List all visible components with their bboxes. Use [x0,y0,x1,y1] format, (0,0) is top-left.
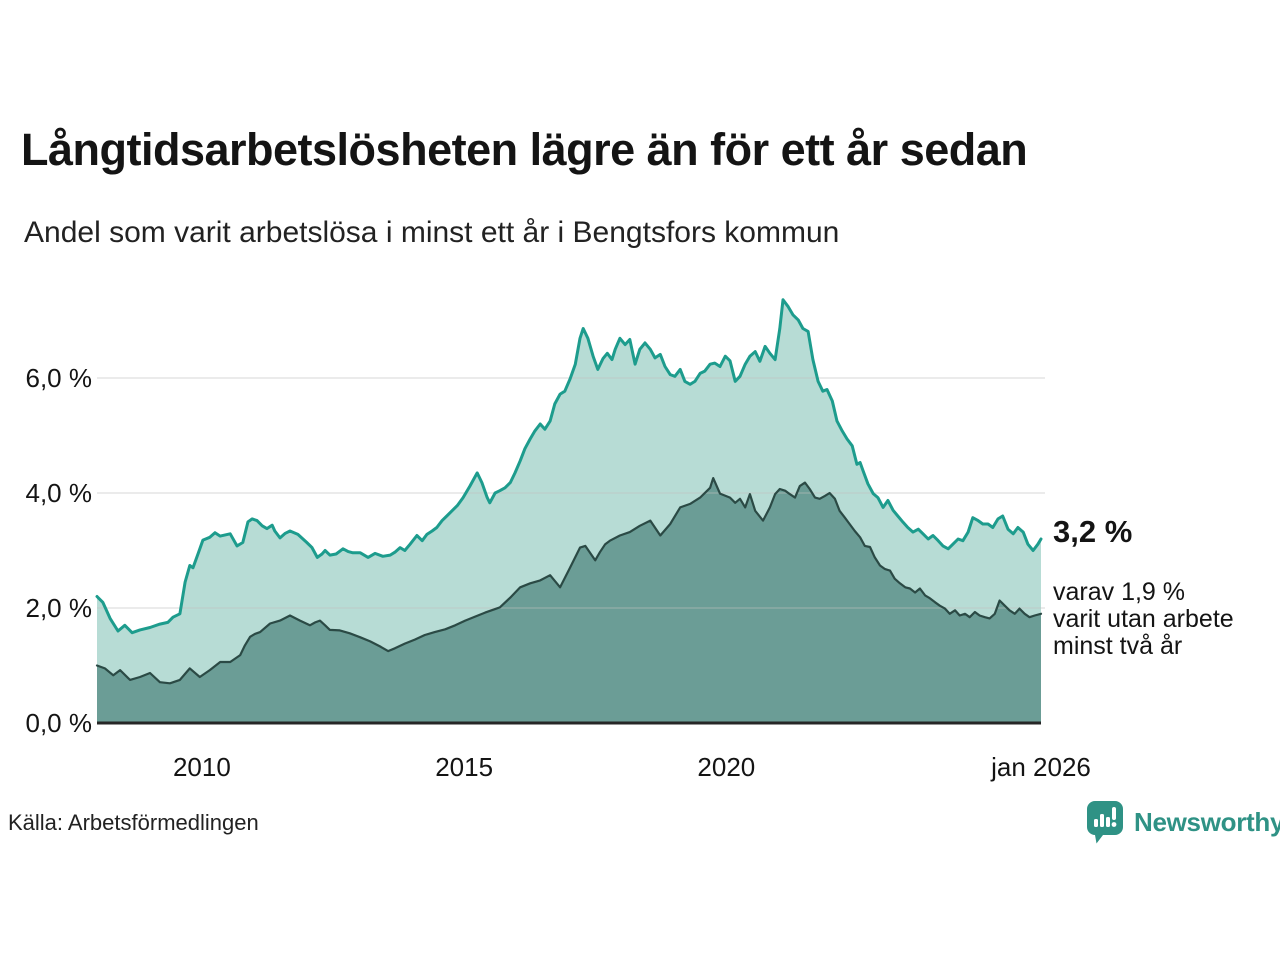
end-value-annotation: 3,2 % [1053,514,1133,549]
y-tick-label: 2,0 % [26,593,93,623]
newsworthy-pin-bar-chart-icon [1087,801,1123,844]
x-tick-label: 2020 [697,752,755,782]
annotation-detail: varav 1,9 % varit utan arbete minst två … [1053,579,1234,660]
y-tick-label: 4,0 % [26,478,93,508]
newsworthy-logo: Newsworthy [1086,800,1280,844]
area-fill-series-2 [97,478,1041,723]
brand-name: Newsworthy [1134,806,1280,837]
line-series-2 [95,477,1043,685]
annotation-detail-line: minst två år [1053,632,1183,660]
annotation-detail-line: varav 1,9 % [1053,578,1186,606]
y-tick-label: 6,0 % [26,363,93,393]
source-text: Källa: Arbetsförmedlingen [8,810,259,835]
y-tick-label: 0,0 % [26,708,93,738]
annotation-detail-line: varit utan arbete [1053,605,1234,633]
x-tick-label: 2015 [435,752,493,782]
line-series-1 [95,298,1043,635]
x-tick-label: jan 2026 [990,752,1091,782]
x-tick-label: 2010 [173,752,231,782]
page-title: Långtidsarbetslösheten lägre än för ett … [21,124,1028,175]
page-subtitle: Andel som varit arbetslösa i minst ett å… [24,216,840,249]
